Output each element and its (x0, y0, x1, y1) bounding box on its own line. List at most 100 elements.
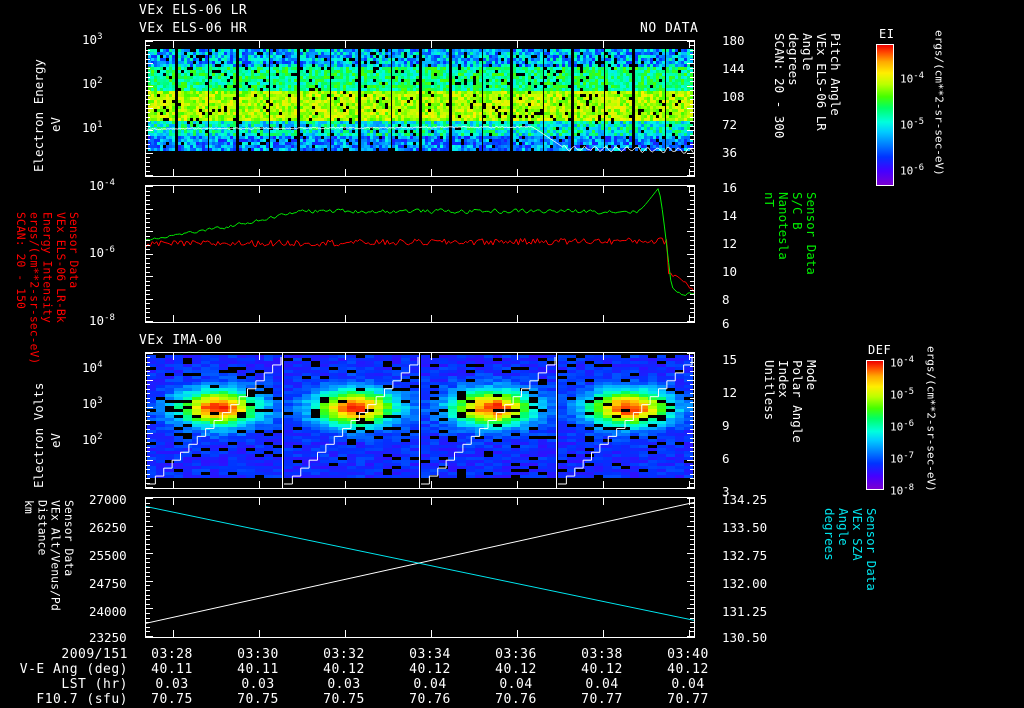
axis-tick (146, 200, 150, 201)
footer-row-label-0: 2009/151 (61, 647, 128, 662)
axis-tick (690, 465, 694, 466)
axis-tick (690, 590, 694, 591)
panel3-cbar-tick-3: 10-7 (890, 451, 915, 466)
axis-tick (690, 139, 694, 140)
axis-tick (603, 481, 604, 488)
axis-tick (603, 41, 604, 48)
axis-tick (690, 483, 694, 484)
panel2-ylabel-left: Sensor Data VEx ELS-06 LR-Bk Energy Inte… (14, 212, 82, 365)
axis-tick (146, 121, 150, 122)
panel2-timeseries-canvas (146, 186, 694, 322)
axis-tick (690, 222, 694, 223)
axis-tick (146, 362, 150, 363)
axis-tick (146, 126, 150, 127)
axis-tick (146, 521, 150, 522)
axis-tick (690, 357, 694, 358)
axis-tick (345, 498, 346, 505)
axis-tick (345, 353, 346, 360)
axis-tick (689, 41, 690, 48)
axis-tick (146, 195, 150, 196)
axis-tick (173, 353, 174, 360)
axis-tick (690, 562, 694, 563)
panel4-ytick-right-4: 131.25 (722, 604, 768, 619)
axis-tick (517, 41, 518, 48)
axis-tick (690, 144, 694, 145)
axis-tick (146, 447, 150, 448)
axis-tick (690, 68, 694, 69)
axis-tick (690, 429, 694, 430)
panel3-plot-area[interactable] (145, 352, 695, 489)
panel3-colorbar-label: DEF (868, 343, 892, 357)
panel1-spectrogram-canvas (146, 41, 694, 176)
axis-tick (690, 258, 694, 259)
axis-tick (690, 200, 694, 201)
axis-tick (259, 353, 260, 360)
axis-tick (146, 303, 150, 304)
panel4-ytick-left-1: 26250 (89, 520, 127, 535)
axis-tick (687, 254, 694, 255)
panel2-plot-area[interactable] (145, 185, 695, 323)
axis-tick (146, 213, 150, 214)
axis-tick (431, 630, 432, 637)
axis-tick (690, 81, 694, 82)
axis-tick (345, 186, 346, 193)
axis-tick (687, 231, 694, 232)
axis-tick (146, 222, 150, 223)
panel4-plot-area[interactable] (145, 497, 695, 638)
axis-tick (690, 384, 694, 385)
axis-tick (146, 420, 150, 421)
axis-tick (431, 186, 432, 193)
axis-tick (690, 285, 694, 286)
panel4-geometry-canvas (146, 498, 694, 637)
footer-cell-1-lst: 0.03 (241, 677, 275, 692)
axis-tick (690, 308, 694, 309)
axis-tick (690, 312, 694, 313)
axis-tick (146, 68, 150, 69)
panel3-spectrogram-canvas (146, 353, 694, 488)
panel3-ytick-right-0: 15 (722, 352, 738, 367)
axis-tick (690, 90, 694, 91)
panel1-ylabel-left: Electron Energy (31, 59, 46, 172)
panel3-ytick-left-2: 102 (82, 432, 103, 448)
axis-tick (689, 498, 690, 505)
panel1-plot-area[interactable] (145, 40, 695, 177)
axis-tick (173, 481, 174, 488)
footer-cell-2-time: 03:32 (323, 647, 365, 662)
axis-tick (259, 186, 260, 193)
axis-tick (146, 218, 150, 219)
axis-tick (173, 186, 174, 193)
footer-row-label-3: F10.7 (sfu) (36, 692, 128, 707)
axis-tick (690, 281, 694, 282)
footer-cell-4-f107: 70.76 (495, 692, 537, 707)
panel1-yunits-left: eV (48, 116, 63, 132)
axis-tick (146, 104, 150, 105)
axis-tick (690, 121, 694, 122)
axis-tick (259, 315, 260, 322)
axis-tick (690, 191, 694, 192)
panel3-title: VEx IMA-00 (139, 333, 223, 348)
axis-tick (146, 567, 150, 568)
panel2-ytick-right-0: 16 (722, 180, 738, 195)
axis-tick (690, 398, 694, 399)
axis-tick (146, 112, 150, 113)
axis-tick (146, 148, 150, 149)
footer-cell-2-f107: 70.75 (323, 692, 365, 707)
axis-tick (173, 41, 174, 48)
footer-cell-6-ve_ang: 40.12 (667, 662, 709, 677)
axis-tick (690, 469, 694, 470)
axis-tick (603, 630, 604, 637)
axis-tick (146, 478, 150, 479)
axis-tick (146, 416, 150, 417)
panel1-ytick-left-1: 102 (82, 76, 103, 92)
axis-tick (690, 411, 694, 412)
panel3-ytick-right-3: 6 (722, 451, 730, 466)
axis-tick (146, 108, 153, 109)
axis-tick (146, 526, 153, 527)
panel2-ytick-left-1: 10-6 (89, 245, 115, 261)
panel4-ytick-left-0: 27000 (89, 492, 127, 507)
axis-tick (690, 95, 694, 96)
axis-tick (690, 549, 694, 550)
axis-tick (687, 498, 694, 499)
axis-tick (687, 608, 694, 609)
axis-tick (146, 604, 150, 605)
